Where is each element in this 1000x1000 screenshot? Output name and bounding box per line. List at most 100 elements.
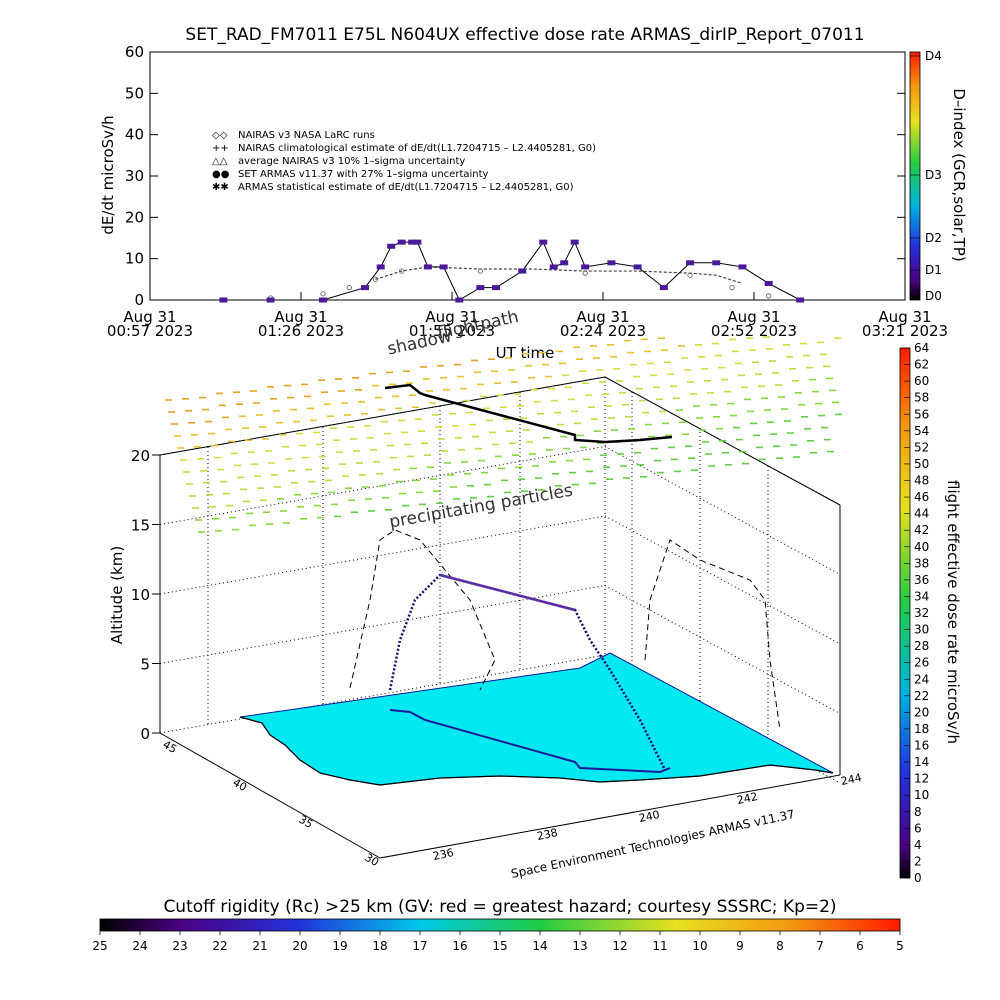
dose-colorbar-ticks: 0246810121416182022242628303234363840424…	[904, 341, 929, 885]
armas-point	[413, 239, 422, 245]
nairas-point	[372, 276, 379, 282]
cutoff-tick-label: 9	[736, 939, 744, 953]
dindex-ticks: D4 D3 D2 D1 D0	[910, 49, 942, 303]
armas-point	[408, 239, 417, 245]
lon-tick-label: 240	[638, 808, 661, 825]
lat-tick-label: 45	[160, 738, 179, 756]
dose-tick-label: 26	[914, 656, 929, 670]
armas-point	[549, 264, 558, 270]
dindex-tick-label: D3	[925, 168, 942, 182]
armas-point	[560, 260, 569, 266]
x-tick-label-top: Aug 31	[425, 308, 478, 326]
armas-point	[607, 260, 616, 266]
z-grid-back	[159, 585, 606, 664]
x-tick-label-bottom: 03:21 2023	[862, 322, 948, 340]
nairas-point	[346, 284, 352, 291]
z-tick-label: 10	[131, 586, 150, 604]
legend-entry: NAIRAS climatological estimate of dE/dt(…	[238, 143, 596, 154]
dindex-tick-label: D4	[925, 49, 942, 63]
z-tick-label: 5	[140, 656, 150, 674]
z-grid-back	[159, 515, 606, 595]
nairas-point	[399, 268, 405, 274]
dose-colorbar-label: flight effective dose rate microSv/h	[944, 480, 962, 744]
dose-tick-label: 52	[914, 440, 929, 454]
legend-symbol: ◇◇	[212, 130, 228, 141]
armas-point	[633, 264, 642, 270]
dose-tick-label: 28	[914, 639, 929, 653]
lon-axis-line	[379, 774, 841, 859]
top-y-ticks: 0 10 20 30 40 50 60	[125, 43, 905, 309]
precipitating-particles	[165, 336, 842, 533]
armas-stat-line	[375, 266, 743, 285]
legend-symbol: ●●	[212, 169, 230, 180]
cutoff-tick-label: 18	[372, 939, 387, 953]
armas-line	[223, 240, 801, 301]
cutoff-ticks: 25 24 23 22 21 20 19 18 17 16 15 14 13 12 11 10 9 8 7 6 5	[92, 931, 904, 953]
cutoff-tick-label: 6	[856, 939, 864, 953]
top-legend: ◇◇ NAIRAS v3 NASA LaRC runs ++ NAIRAS clima…	[212, 130, 596, 193]
dindex-label: D–index (GCR,solar,TP)	[950, 88, 968, 261]
cutoff-tick-label: 19	[332, 939, 347, 953]
legend-entry: NAIRAS v3 NASA LaRC runs	[238, 130, 375, 141]
dose-tick-label: 44	[914, 507, 929, 521]
particles-label: precipitating particles	[388, 481, 575, 533]
z-tick-label: 0	[140, 725, 150, 743]
nairas-point	[766, 293, 772, 299]
dose-tick-label: 14	[914, 755, 929, 769]
z-grid-right	[604, 585, 841, 714]
armas-point	[219, 297, 228, 303]
armas-point	[376, 264, 385, 270]
dose-tick-label: 34	[914, 589, 929, 603]
y-tick-label: 50	[125, 84, 144, 102]
x-tick-label-bottom: 02:24 2023	[560, 322, 646, 340]
armas-point	[397, 239, 406, 245]
z-grid-right	[604, 515, 841, 645]
x-tick-label-bottom: 01:55 2023	[409, 322, 495, 340]
lat-tick-label: 35	[296, 813, 315, 831]
cutoff-tick-label: 20	[292, 939, 307, 953]
armas-point	[686, 260, 695, 266]
x-tick-label-bottom: 02:52 2023	[711, 322, 797, 340]
legend-entry: SET ARMAS v11.37 with 27% 1–sigma uncert…	[238, 169, 489, 180]
y-tick-label: 0	[134, 291, 144, 309]
cutoff-tick-label: 8	[776, 939, 784, 953]
dose-tick-label: 0	[914, 871, 922, 885]
cutoff-label: Cutoff rigidity (Rc) >25 km (GV: red = g…	[163, 897, 836, 917]
x-tick-label-top: Aug 31	[878, 308, 931, 326]
z-axis-ticks: 0 5 10 15 20	[131, 447, 160, 743]
shadow-path-left	[349, 529, 496, 691]
armas-point	[360, 285, 369, 291]
x-tick-label-top: Aug 31	[727, 308, 780, 326]
y-tick-label: 40	[125, 126, 144, 144]
cutoff-tick-label: 22	[212, 939, 227, 953]
dose-tick-label: 36	[914, 573, 929, 587]
lat-tick-label: 30	[362, 851, 381, 869]
cutoff-colorbar	[99, 918, 901, 932]
dose-tick-label: 42	[914, 523, 929, 537]
armas-point	[796, 297, 805, 303]
dose-tick-label: 58	[914, 391, 929, 405]
z-grid-back	[159, 654, 606, 734]
cutoff-tick-label: 24	[132, 939, 147, 953]
armas-point	[659, 285, 668, 291]
armas-point	[764, 280, 773, 286]
y-tick-label: 30	[125, 167, 144, 185]
cutoff-tick-label: 16	[452, 939, 467, 953]
flightpath-cruise	[439, 573, 576, 612]
cutoff-tick-label: 21	[252, 939, 267, 953]
dose-tick-label: 30	[914, 623, 929, 637]
cutoff-tick-label: 11	[652, 939, 667, 953]
dose-tick-label: 62	[914, 358, 929, 372]
top-data-marks	[219, 239, 805, 303]
z-grid-back	[159, 446, 606, 525]
z-tick-label: 15	[131, 517, 150, 535]
x-tick-label-top: Aug 31	[274, 308, 327, 326]
armas-point	[423, 264, 432, 270]
dose-tick-label: 4	[914, 838, 922, 852]
flightpath-top	[384, 383, 673, 444]
dose-tick-label: 40	[914, 540, 929, 554]
dose-tick-label: 24	[914, 672, 929, 686]
cutoff-tick-label: 15	[492, 939, 507, 953]
ground-map	[239, 652, 834, 786]
